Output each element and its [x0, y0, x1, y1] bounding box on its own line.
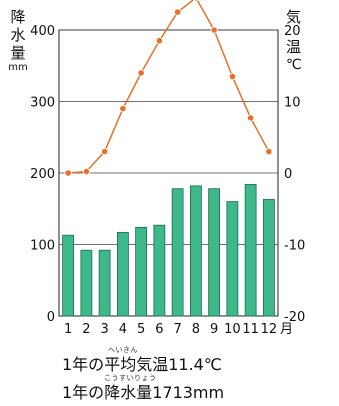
- avg-temp-value: 11.4℃: [168, 355, 222, 374]
- temperature-point: [137, 69, 145, 77]
- avg-temp-term: 平均気温: [104, 355, 169, 374]
- temperature-point: [210, 26, 218, 34]
- month-label: 12: [261, 322, 278, 337]
- month-label: 4: [119, 322, 127, 337]
- right-tick-label: 20: [284, 24, 301, 39]
- month-label: 1: [64, 322, 72, 337]
- avg-temp-line: 1年の平均気温11.4℃: [62, 356, 222, 374]
- left-tick-label: 300: [30, 96, 55, 111]
- temperature-point: [174, 8, 182, 16]
- annual-precip-value: 1713mm: [152, 383, 225, 402]
- temperature-point: [64, 169, 72, 177]
- precipitation-bar: [226, 201, 239, 317]
- month-label: 7: [173, 322, 181, 337]
- temperature-line: [68, 0, 270, 174]
- temperature-point: [193, 0, 199, 2]
- temperature-point: [265, 147, 273, 156]
- precipitation-bar: [153, 224, 166, 317]
- right-tick-label: 10: [284, 96, 301, 111]
- left-axis-char-1: 降: [10, 8, 26, 26]
- left-axis-char-2: 水: [10, 26, 26, 44]
- temperature-point: [119, 105, 127, 113]
- left-tick-label: 400: [30, 24, 55, 39]
- annual-precip-line: 1年の降水量1713mm: [62, 384, 224, 402]
- annual-precip-ruby: こうすいりょう: [104, 374, 157, 382]
- temperature-point: [247, 114, 255, 122]
- precipitation-bar: [171, 188, 184, 317]
- temperature-point: [155, 37, 163, 45]
- right-tick-label: 0: [284, 167, 292, 182]
- precipitation-bar: [135, 226, 148, 317]
- precipitation-bar: [98, 249, 111, 317]
- month-label: 9: [210, 322, 218, 337]
- temperature-point: [101, 147, 109, 156]
- right-tick-label: -20: [284, 310, 305, 325]
- precipitation-bar: [262, 199, 275, 317]
- month-label: 2: [82, 322, 90, 337]
- precipitation-bar: [116, 231, 129, 317]
- month-label: 10: [224, 322, 241, 337]
- right-tick-label: -10: [284, 239, 305, 254]
- temperature-point: [228, 72, 236, 81]
- right-axis-char-2: 温: [286, 38, 302, 56]
- precipitation-bar: [244, 184, 257, 317]
- month-label: 3: [100, 322, 108, 337]
- right-axis-char-1: 気: [286, 8, 302, 26]
- left-tick-label: 200: [30, 167, 55, 182]
- right-axis-title: 気 温 ℃: [286, 8, 314, 74]
- left-axis-char-3: 量: [10, 44, 26, 62]
- left-axis-title: 降 水 量 mm: [6, 8, 30, 74]
- month-label: 8: [192, 322, 200, 337]
- month-label: 11: [242, 322, 259, 337]
- right-axis-unit: ℃: [286, 57, 302, 73]
- temperature-point: [82, 167, 90, 176]
- precipitation-bar: [189, 185, 202, 317]
- left-tick-label: 100: [30, 239, 55, 254]
- avg-temp-ruby: へいきん: [108, 346, 138, 354]
- avg-temp-prefix: 1年の: [62, 355, 105, 374]
- month-label: 5: [137, 322, 145, 337]
- precipitation-bar: [62, 234, 75, 317]
- month-suffix: 月: [280, 322, 293, 337]
- precipitation-bar: [208, 188, 221, 317]
- annual-precip-prefix: 1年の: [62, 383, 105, 402]
- precipitation-bar: [80, 249, 93, 317]
- annual-precip-term: 降水量: [104, 383, 153, 402]
- month-label: 6: [155, 322, 163, 337]
- left-tick-label: 0: [47, 310, 55, 325]
- left-axis-unit: mm: [8, 62, 28, 73]
